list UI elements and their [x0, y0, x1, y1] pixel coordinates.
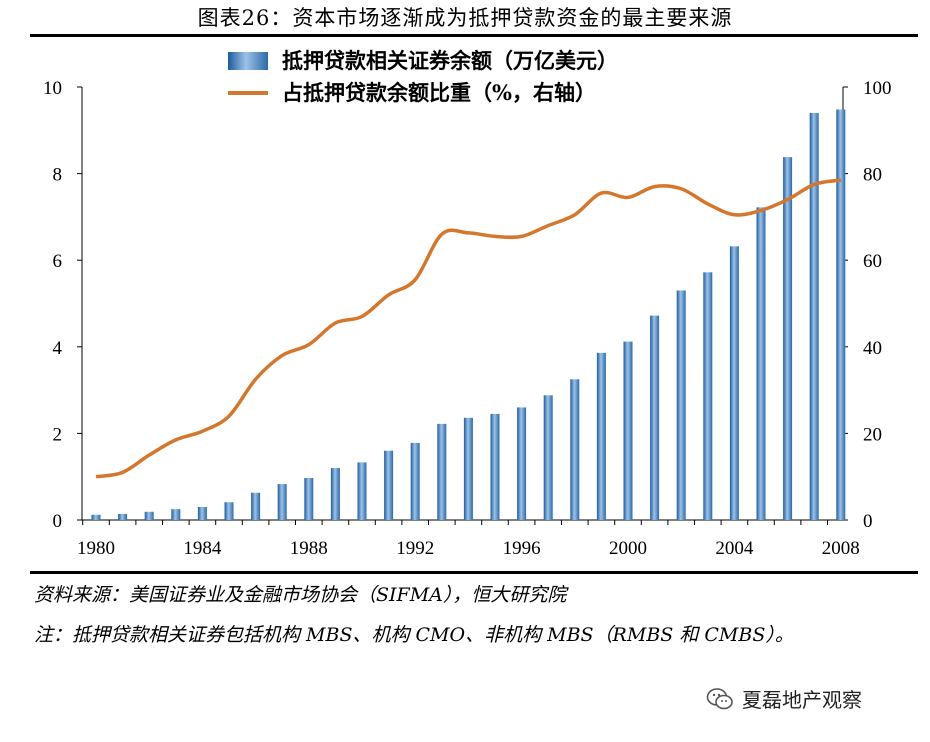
bar-2008	[836, 109, 846, 521]
bar-1996	[517, 407, 527, 520]
bar-1994	[463, 417, 473, 520]
right-tick-label: 0	[863, 511, 873, 532]
bar-2002	[676, 290, 686, 520]
left-tick-label: 6	[53, 251, 63, 272]
bottom-rule	[30, 571, 918, 574]
x-tick-label: 2000	[609, 538, 647, 559]
bar-1990	[357, 462, 367, 520]
bar-1988	[304, 477, 314, 520]
bar-1991	[384, 450, 394, 520]
bar-1997	[543, 395, 553, 520]
legend-bar-swatch	[228, 52, 268, 70]
chart-title: 图表26：资本市场逐渐成为抵押贷款资金的最主要来源	[197, 6, 733, 30]
bar-2006	[783, 157, 793, 520]
bar-2007	[809, 112, 819, 520]
left-tick-label: 8	[53, 165, 63, 186]
right-tick-label: 100	[863, 78, 892, 99]
watermark-text: 夏磊地产观察	[742, 688, 862, 712]
bar-2003	[703, 272, 713, 520]
bar-1998	[570, 379, 580, 520]
bar-1982	[144, 511, 154, 520]
legend: 抵押贷款相关证券余额（万亿美元） 占抵押贷款余额比重（%，右轴）	[228, 48, 618, 105]
legend-bar-label: 抵押贷款相关证券余额（万亿美元）	[282, 48, 618, 73]
bar-series	[91, 109, 846, 521]
bar-1993	[437, 423, 447, 520]
bar-1986	[251, 492, 261, 520]
x-tick-label: 2004	[715, 538, 754, 559]
bar-1984	[197, 507, 207, 520]
wechat-icon	[706, 687, 733, 709]
bar-2005	[756, 207, 766, 520]
x-tick-label: 1988	[290, 538, 328, 559]
x-tick-label: 1992	[396, 538, 434, 559]
bar-1985	[224, 502, 234, 520]
bar-1999	[596, 352, 606, 520]
bar-1989	[330, 468, 340, 520]
line-series	[95, 178, 842, 479]
footnote: 注：抵押贷款相关证券包括机构 MBS、机构 CMO、非机构 MBS（RMBS 和…	[34, 624, 794, 646]
watermark: 夏磊地产观察	[706, 684, 862, 713]
right-tick-label: 40	[863, 338, 882, 359]
bar-1992	[410, 442, 420, 520]
bar-1983	[171, 509, 181, 520]
x-tick-label: 1996	[503, 538, 541, 559]
source-note: 资料来源：美国证券业及金融市场协会（SIFMA），恒大研究院	[34, 584, 567, 606]
x-tick-label: 1984	[183, 538, 222, 559]
bar-2000	[623, 341, 633, 520]
bar-2004	[729, 246, 739, 520]
right-tick-label: 80	[863, 165, 882, 186]
bar-1987	[277, 484, 287, 520]
left-tick-label: 0	[53, 511, 63, 532]
x-tick-label: 2008	[822, 538, 860, 559]
legend-line-label: 占抵押贷款余额比重（%，右轴）	[282, 80, 596, 105]
x-tick-label: 1980	[77, 538, 115, 559]
top-rule	[30, 34, 918, 37]
right-tick-label: 20	[863, 424, 882, 445]
left-tick-label: 2	[53, 424, 63, 445]
bar-2001	[650, 315, 660, 520]
bar-1980	[91, 514, 101, 520]
bar-1995	[490, 413, 500, 520]
bar-1981	[118, 513, 128, 520]
left-tick-label: 10	[43, 78, 62, 99]
right-tick-label: 60	[863, 251, 882, 272]
left-tick-label: 4	[53, 338, 63, 359]
